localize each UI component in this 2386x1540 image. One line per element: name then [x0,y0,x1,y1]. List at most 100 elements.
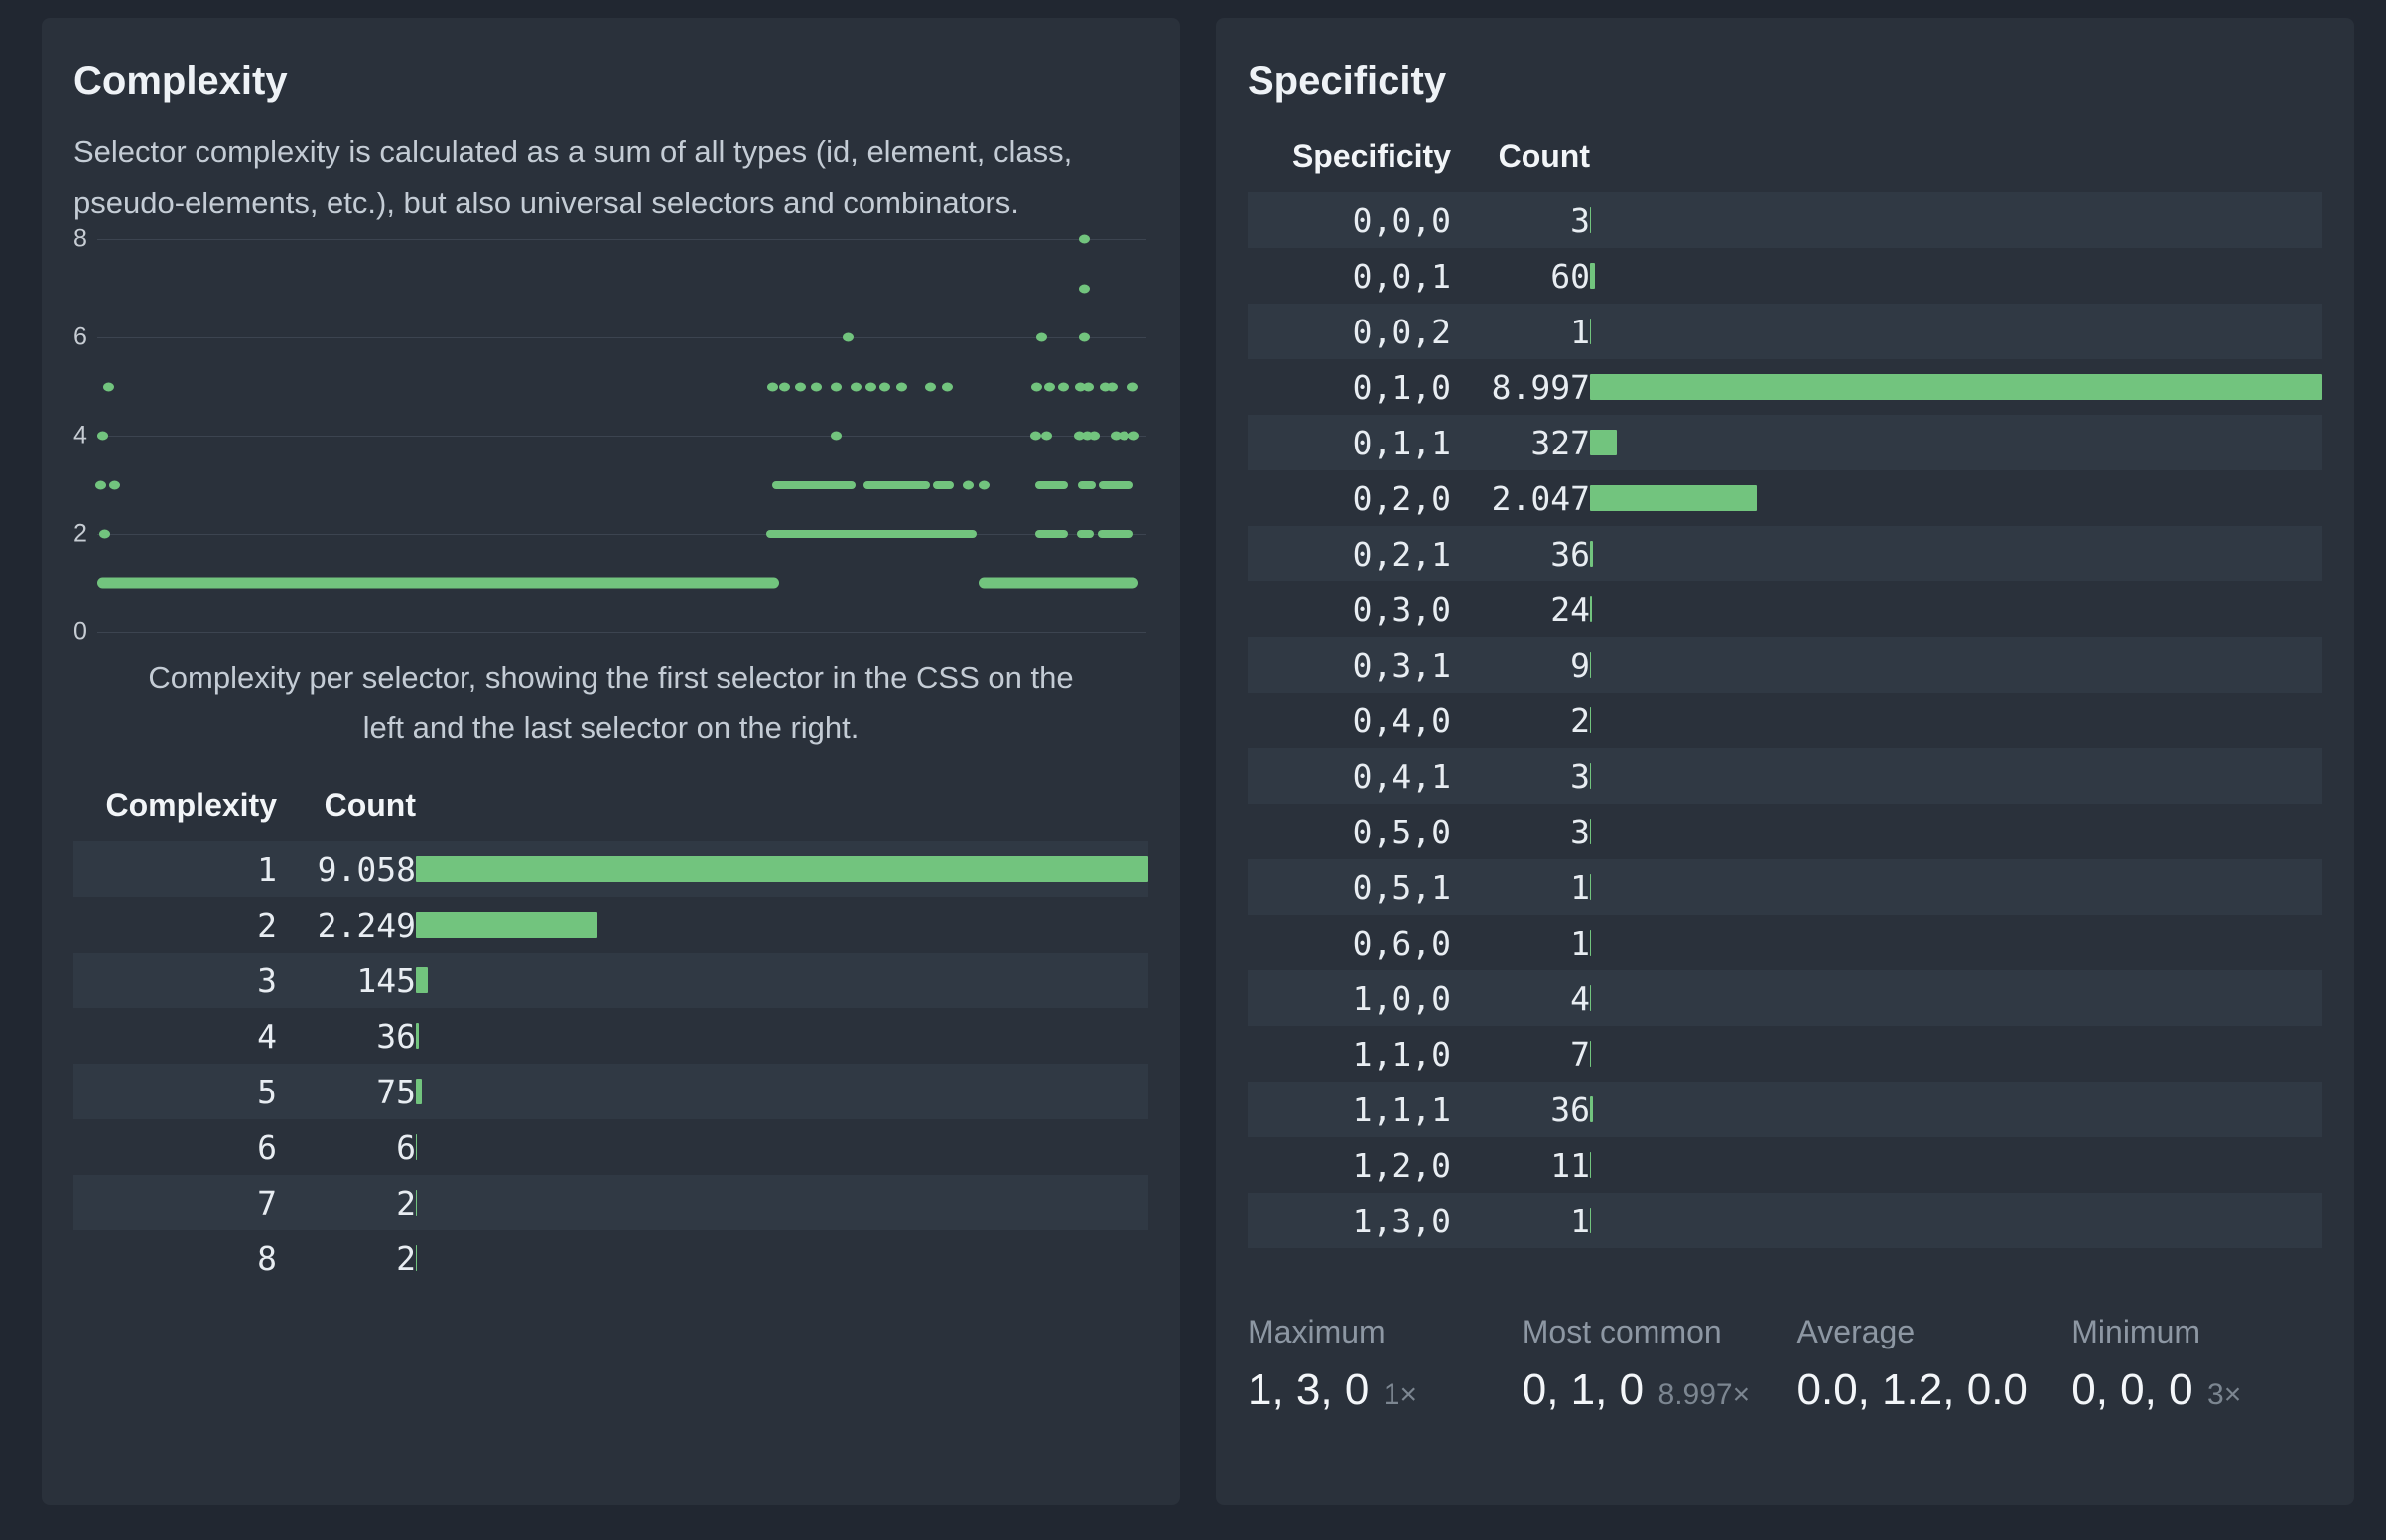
specificity-table-row-bar-cell [1590,1082,2322,1137]
scatter-run [771,480,857,489]
specificity-table-row-count-cell: 4 [1451,970,1590,1026]
specificity-table-row-bar-cell [1590,693,2322,748]
specificity-table-row-category-cell: 0,2,1 [1248,526,1451,581]
grid-line [97,436,1146,437]
specificity-table-row-category-cell: 1,3,0 [1248,1193,1451,1248]
stat-value: 1, 3, 0 [1248,1365,1370,1414]
complexity-table-row-category-cell: 5 [73,1064,277,1119]
complexity-table-row-count-cell: 6 [396,1127,416,1167]
specificity-table-row-bar-cell [1590,248,2322,304]
specificity-table-row: 0,2,0 2.047 [1248,470,2322,526]
specificity-table-row: 0,1,0 8.997 [1248,359,2322,415]
stat-label: Maximum [1248,1314,1386,1349]
scatter-dot [895,382,907,391]
scatter-dot [1031,382,1042,391]
complexity-table-row: 4 36 [73,1008,1148,1064]
scatter-dot [1040,431,1052,441]
specificity-table-row-count-cell: 3 [1451,748,1590,804]
stat-label: Minimum [2071,1314,2201,1349]
column-header-complexity: Complexity [105,787,277,823]
column-header-bar [1590,130,2322,192]
count-bar [416,1023,419,1049]
stat-most-common: Most common 0, 1, 0 8.997× [1523,1314,1774,1417]
scatter-dot [865,382,876,391]
specificity-table-row-bar-cell [1590,415,2322,470]
specificity-table-row-count-cell: 2.047 [1491,478,1590,518]
specificity-table-row-category-cell: 0,0,0 [1248,192,1451,248]
scatter-dot [878,382,890,391]
count-bar [416,912,598,938]
scatter-dot [851,382,862,391]
specificity-table-row: 0,1,1 327 [1248,415,2322,470]
specificity-stats: Maximum 1, 3, 0 1× Most common 0, 1, 0 8.99… [1248,1314,2322,1417]
specificity-table-row-count-cell: 1 [1451,859,1590,915]
specificity-table-row: 0,3,1 9 [1248,637,2322,693]
specificity-table-row-category-cell: 0,4,0 [1352,701,1451,740]
scatter-caption: Complexity per selector, showing the fir… [148,660,1074,745]
count-bar [1590,652,1591,678]
scatter-dot [779,382,791,391]
specificity-table-row-category-cell: 1,1,0 [1352,1034,1451,1074]
scatter-run [1077,530,1095,538]
specificity-table-row-count-cell: 3 [1570,812,1590,851]
complexity-table-row-category-cell: 6 [257,1127,277,1167]
scatter-dot [95,480,107,489]
count-bar [1590,485,1757,511]
specificity-table-row-bar-cell [1590,470,2322,526]
complexity-table-row: 2 2.249 [73,897,1148,953]
scatter-run [862,480,931,489]
complexity-scatter-chart: 8 6 4 2 0 [73,226,1148,644]
scatter-dot [1075,382,1087,391]
scatter-dot [1118,431,1129,441]
scatter-dot [1089,431,1101,441]
scatter-dot [99,529,111,539]
scatter-run [1099,480,1134,489]
scatter-dot [831,431,843,441]
complexity-table-row-bar-cell [416,1064,1148,1119]
scatter-dot [1107,382,1119,391]
complexity-table-row-bar-cell [416,1119,1148,1175]
specificity-table-row-category-cell: 1,0,0 [1248,970,1451,1026]
specificity-table-row-bar-cell [1590,804,2322,859]
complexity-table-row-count-cell: 2 [277,1175,416,1230]
specificity-table-row-category-cell: 0,0,2 [1248,304,1451,359]
scatter-dot [1074,431,1086,441]
specificity-table-row: 0,3,0 24 [1248,581,2322,637]
stat-value-line: 0.0, 1.2, 0.0 [1797,1362,2049,1417]
scatter-dot [1081,431,1093,441]
specificity-table-row: 0,0,2 1 [1248,304,2322,359]
specificity-table-row-category-cell: 1,1,1 [1248,1082,1451,1137]
scatter-dot [108,480,120,489]
specificity-table-row-category-cell: 0,4,1 [1248,748,1451,804]
specificity-table-row: 0,2,1 36 [1248,526,2322,581]
specificity-table: Specificity Count 0,0,0 3 0,0,1 60 0,0,2 1 0,1… [1248,130,2322,1248]
scatter-dot [1058,382,1070,391]
specificity-table-row-count-cell: 36 [1451,526,1590,581]
specificity-table-row-count-cell: 60 [1550,256,1590,296]
specificity-table-row-count-cell: 8.997 [1491,367,1590,407]
scatter-dot [1078,284,1090,293]
specificity-table-row-count-cell: 11 [1550,1145,1590,1185]
complexity-table-row-bar-cell [416,1230,1148,1286]
complexity-table-row-category-cell: 7 [73,1175,277,1230]
specificity-table-row-category-cell: 0,6,0 [1352,923,1451,962]
specificity-table-row-bar-cell [1590,748,2322,804]
complexity-table-header-row: Complexity Count [73,779,1148,841]
complexity-table-row-bar-cell [416,1008,1148,1064]
scatter-dot [1127,382,1139,391]
scatter-dot [979,480,991,489]
specificity-table-row: 0,5,1 1 [1248,859,2322,915]
y-axis-tick-label: 4 [73,421,87,449]
stat-value-line: 0, 1, 0 8.997× [1523,1362,1774,1417]
scatter-dot [97,431,109,441]
stat-minimum: Minimum 0, 0, 0 3× [2071,1314,2322,1417]
specificity-table-row: 0,6,0 1 [1248,915,2322,970]
specificity-table-row-category-cell: 0,5,0 [1352,812,1451,851]
complexity-table-row-count-cell: 2 [396,1238,416,1278]
scatter-run [766,530,977,538]
complexity-table-row: 3 145 [73,953,1148,1008]
specificity-table-row-bar-cell [1590,192,2322,248]
